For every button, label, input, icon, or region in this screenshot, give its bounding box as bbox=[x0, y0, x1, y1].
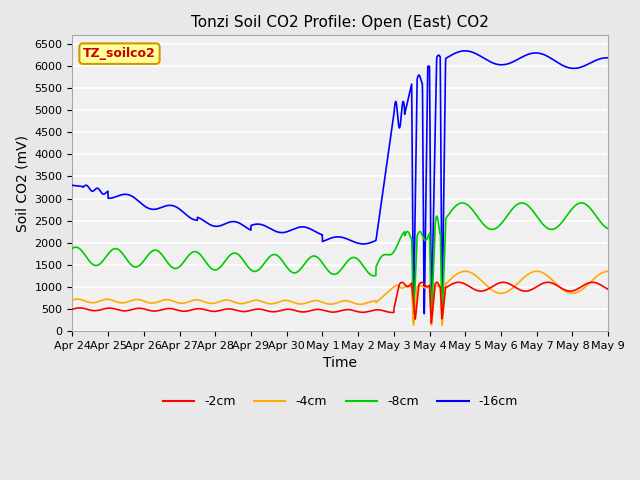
Legend: -2cm, -4cm, -8cm, -16cm: -2cm, -4cm, -8cm, -16cm bbox=[157, 390, 523, 413]
Y-axis label: Soil CO2 (mV): Soil CO2 (mV) bbox=[15, 134, 29, 231]
Title: Tonzi Soil CO2 Profile: Open (East) CO2: Tonzi Soil CO2 Profile: Open (East) CO2 bbox=[191, 15, 489, 30]
X-axis label: Time: Time bbox=[323, 356, 357, 370]
Text: TZ_soilco2: TZ_soilco2 bbox=[83, 47, 156, 60]
